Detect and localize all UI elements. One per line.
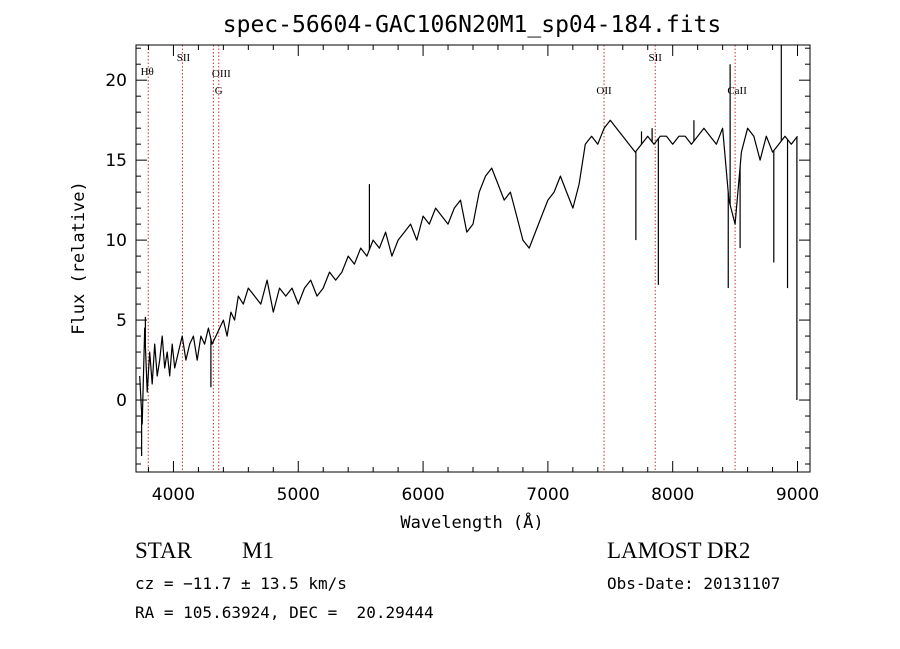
x-tick-label: 4000 <box>152 485 195 505</box>
spectrum-line <box>139 119 798 425</box>
line-marker-label: Hθ <box>141 66 154 78</box>
x-tick-label: 5000 <box>277 485 320 505</box>
y-tick-label: 20 <box>105 71 127 91</box>
chart-title: spec-56604-GAC106N20M1_sp04-184.fits <box>223 12 722 38</box>
line-marker-label: CaII <box>727 85 747 97</box>
line-marker-label: OII <box>596 85 612 97</box>
y-tick-label: 5 <box>116 311 127 331</box>
y-axis-label: Flux (relative) <box>69 181 89 335</box>
object-subclass: M1 <box>242 538 274 563</box>
line-marker-label: G <box>215 85 223 97</box>
survey-name: LAMOST DR2 <box>607 538 751 563</box>
spectrum-layer <box>139 45 798 457</box>
x-axis: 4000 5000 6000 7000 8000 9000 <box>147 45 819 505</box>
x-axis-label: Wavelength (Å) <box>400 511 543 533</box>
x-tick-label: 9000 <box>776 485 819 505</box>
coordinates-readout: RA = 105.63924, DEC = 20.29444 <box>135 603 434 622</box>
y-axis: 0 5 10 15 20 <box>105 47 810 465</box>
observation-date: Obs-Date: 20131107 <box>607 574 781 593</box>
redshift-readout: cz = −11.7 ± 13.5 km/s <box>135 574 347 593</box>
x-tick-label: 7000 <box>526 485 569 505</box>
line-marker-label: SII <box>649 52 663 64</box>
line-marker-label: OIII <box>212 68 231 80</box>
y-tick-label: 0 <box>116 391 127 411</box>
x-tick-label: 8000 <box>651 485 694 505</box>
y-tick-label: 15 <box>105 151 127 171</box>
object-class: STAR <box>135 538 192 563</box>
y-tick-label: 10 <box>105 231 127 251</box>
emission-line-markers: Hθ SII OIII G OII SII CaII <box>141 45 747 472</box>
line-marker-label: SII <box>177 52 191 64</box>
plot-frame <box>135 44 811 473</box>
x-tick-label: 6000 <box>401 485 444 505</box>
